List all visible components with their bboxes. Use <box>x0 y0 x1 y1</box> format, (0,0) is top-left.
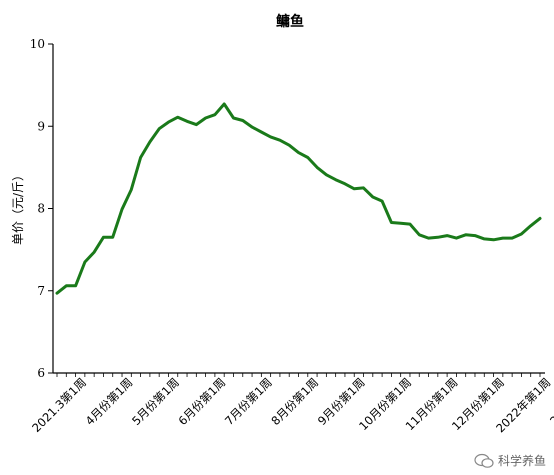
x-tick-label: 5月份第1周 <box>129 375 182 428</box>
y-tick-label: 6 <box>37 366 45 380</box>
x-ticks: 2021.3第1周4月份第1周5月份第1周6月份第1周7月份第1周8月份第1周9… <box>29 373 554 435</box>
y-tick-label: 9 <box>37 119 45 133</box>
watermark: 科学养鱼 <box>474 452 546 469</box>
series-group <box>55 102 542 295</box>
x-tick-label: 7月份第1周 <box>222 375 275 428</box>
y-tick-label: 8 <box>37 202 45 216</box>
y-tick-label: 10 <box>30 37 45 51</box>
y-tick-label: 7 <box>37 284 45 298</box>
series-line <box>55 102 542 295</box>
x-tick-label: 8月份第1周 <box>268 375 321 428</box>
y-ticks: 6 7 8 9 10 <box>30 37 53 380</box>
watermark-text: 科学养鱼 <box>497 454 546 468</box>
chart-title: 鳙鱼 <box>276 13 304 30</box>
x-tick-label: 6月份第1周 <box>176 375 229 428</box>
x-tick-label: 2021.3第1周 <box>29 375 89 435</box>
y-axis-label: 单价（元/斤） <box>11 169 25 245</box>
x-tick-label: 4月份第1周 <box>83 375 136 428</box>
wechat-icon <box>474 453 494 468</box>
